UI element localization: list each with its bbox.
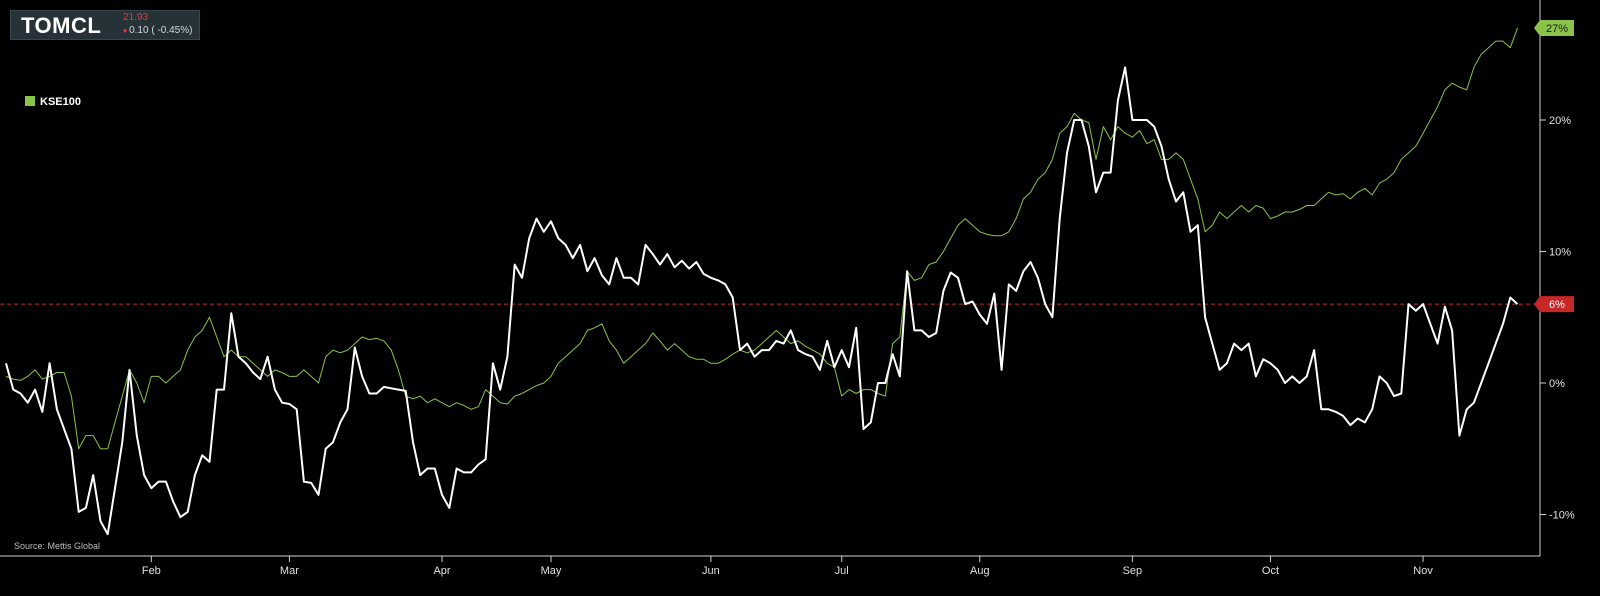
y-tick-label: 10% (1549, 247, 1571, 259)
x-tick-label: Feb (142, 565, 161, 577)
end-badge-label: 27% (1546, 23, 1568, 35)
ticker-change: 0.10 ( -0.45%) (129, 25, 193, 36)
x-tick-label: Jun (702, 565, 720, 577)
source-note: Source: Mettis Global (14, 541, 101, 551)
ticker-panel: TOMCL 21.93 ♦ 0.10 ( -0.45%) (10, 10, 200, 40)
x-tick-label: Apr (433, 565, 450, 577)
legend-label-kse100: KSE100 (40, 96, 81, 108)
legend-swatch-kse100 (25, 96, 35, 106)
series-line-tomcl (5, 66, 1519, 536)
x-tick-label: Mar (280, 565, 299, 577)
chart-legend[interactable]: KSE100 (25, 96, 81, 108)
x-tick-label: Oct (1262, 565, 1279, 577)
series-line-kse100 (5, 27, 1518, 450)
y-tick-label: 0% (1549, 378, 1565, 390)
y-tick-label: -10% (1549, 510, 1575, 522)
ticker-price: 21.93 (123, 12, 149, 23)
ticker-symbol: TOMCL (21, 13, 102, 38)
x-tick-label: Nov (1413, 565, 1433, 577)
ticker-change-row: ♦ 0.10 ( -0.45%) (123, 25, 192, 36)
end-badge-kse100 (1534, 19, 1574, 36)
down-arrow-icon: ♦ (123, 26, 128, 35)
x-tick-label: Sep (1123, 565, 1143, 577)
end-badge-label: 6% (1549, 299, 1565, 311)
x-tick-label: Jul (835, 565, 849, 577)
x-tick-label: Aug (970, 565, 990, 577)
end-badge-tomcl (1534, 296, 1574, 313)
x-tick-label: May (541, 565, 562, 577)
y-tick-label: 20% (1549, 115, 1571, 127)
